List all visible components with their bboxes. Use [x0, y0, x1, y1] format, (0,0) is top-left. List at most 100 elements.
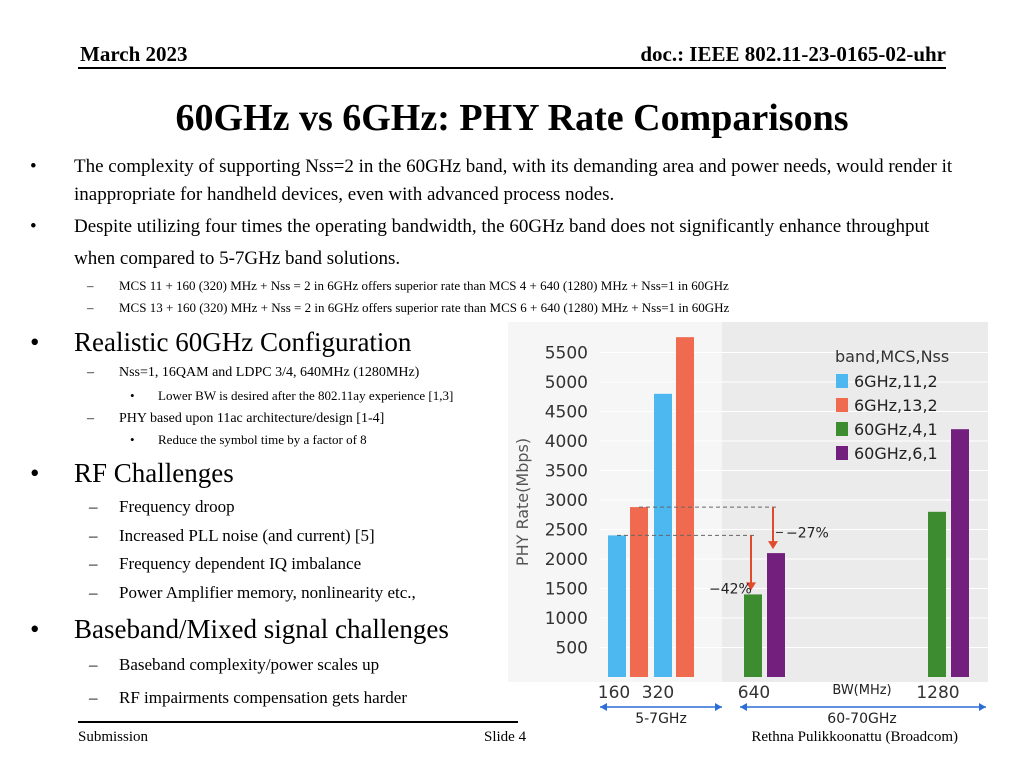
y-tick-label: 500: [556, 639, 588, 659]
dash-glyph: –: [89, 655, 98, 674]
sub-bullet-mcs13: – MCS 13 + 160 (320) MHz + Nss = 2 in 6G…: [87, 298, 899, 318]
bullet-glyph: •: [30, 458, 40, 488]
section-heading-text: Realistic 60GHz Configuration: [74, 327, 412, 357]
x-tick-label: 640: [738, 683, 770, 703]
group-label-5-7ghz: 5-7GHz: [635, 711, 687, 727]
x-tick-label: 1280: [916, 683, 959, 703]
item-text: Frequency droop: [119, 497, 235, 516]
legend-entry: 60GHz,6,1: [854, 444, 938, 463]
bullet-bandwidth-throughput: • Despite utilizing four times the opera…: [30, 211, 954, 275]
bullet-glyph: •: [30, 156, 37, 177]
dash-glyph: –: [89, 554, 98, 573]
y-tick-label: 5500: [545, 344, 588, 364]
realistic-item-2: – PHY based upon 11ac architecture/desig…: [87, 409, 899, 429]
y-tick-label: 4500: [545, 403, 588, 423]
legend-title: band,MCS,Nss: [835, 347, 949, 366]
bullet-glyph: •: [130, 388, 135, 403]
y-tick-label: 1000: [545, 609, 588, 629]
dash-glyph: –: [87, 365, 94, 380]
baseband-item: – RF impairments compensation gets harde…: [89, 686, 407, 710]
item-text: Power Amplifier memory, nonlinearity etc…: [119, 583, 416, 602]
footer-submission: Submission: [78, 729, 149, 745]
item-text: Lower BW is desired after the 802.11ay e…: [158, 388, 454, 403]
y-axis-label: PHY Rate(Mbps): [513, 438, 532, 566]
dash-glyph: –: [87, 411, 94, 426]
rf-item: – Frequency dependent IQ imbalance: [89, 552, 362, 576]
header-rule: [78, 67, 946, 69]
section-heading-text: Baseband/Mixed signal challenges: [74, 614, 449, 644]
baseband-item: – Baseband complexity/power scales up: [89, 653, 380, 677]
x-axis-label: BW(MHz): [832, 683, 891, 698]
sub-bullet-mcs11: – MCS 11 + 160 (320) MHz + Nss = 2 in 6G…: [87, 276, 899, 296]
dash-glyph: –: [87, 300, 94, 315]
section-rf-heading: • RF Challenges: [30, 456, 234, 490]
dash-glyph: –: [89, 688, 98, 707]
realistic-item-1: – Nss=1, 16QAM and LDPC 3/4, 640MHz (128…: [87, 363, 899, 383]
legend-entry: 60GHz,4,1: [854, 420, 938, 439]
item-text: PHY based upon 11ac architecture/design …: [119, 411, 385, 426]
bar: [767, 553, 785, 677]
annotation-minus-27: −27%: [786, 525, 829, 541]
item-text: Baseband complexity/power scales up: [119, 655, 380, 674]
legend-swatch: [836, 398, 848, 412]
legend-entry: 6GHz,11,2: [854, 372, 938, 391]
item-text: Frequency dependent IQ imbalance: [119, 554, 362, 573]
dash-glyph: –: [89, 526, 98, 545]
bullet-glyph: •: [30, 614, 40, 644]
dash-glyph: –: [89, 497, 98, 516]
bar: [951, 429, 969, 677]
legend-swatch: [836, 374, 848, 388]
realistic-item-1-sub: • Lower BW is desired after the 802.11ay…: [130, 387, 454, 405]
bracket-arrow-right: [979, 703, 986, 711]
x-tick-label: 160: [598, 683, 630, 703]
y-tick-label: 3000: [545, 491, 588, 511]
phy-rate-chart: 500 1000 1500 2000 2500 3000 3500 4000 4500 5000 5…: [508, 322, 992, 730]
footer-rule: [78, 721, 518, 723]
annotation-minus-42: −42%: [709, 582, 752, 598]
item-text: Increased PLL noise (and current) [5]: [119, 526, 375, 545]
header-date: March 2023: [80, 42, 188, 66]
item-text: RF impairments compensation gets harder: [119, 688, 407, 707]
sub-bullet-text: MCS 11 + 160 (320) MHz + Nss = 2 in 6GHz…: [119, 278, 729, 293]
bar: [630, 507, 648, 677]
bullet-text: The complexity of supporting Nss=2 in th…: [74, 156, 953, 205]
item-text: Reduce the symbol time by a factor of 8: [158, 432, 367, 447]
realistic-item-2-sub: • Reduce the symbol time by a factor of …: [130, 431, 367, 449]
section-baseband-heading: • Baseband/Mixed signal challenges: [30, 612, 449, 646]
group-label-60-70ghz: 60-70GHz: [827, 711, 896, 727]
sub-bullet-text: MCS 13 + 160 (320) MHz + Nss = 2 in 6GHz…: [119, 300, 730, 315]
slide-title: 60GHz vs 6GHz: PHY Rate Comparisons: [175, 97, 849, 139]
reduction-arrow-head: [746, 582, 756, 591]
x-tick-label: 320: [642, 683, 674, 703]
legend-swatch: [836, 422, 848, 436]
bracket-arrow-left: [740, 703, 747, 711]
dash-glyph: –: [87, 278, 94, 293]
phy-rate-chart-svg: 500 1000 1500 2000 2500 3000 3500 4000 4500 5000 5…: [508, 322, 988, 727]
dash-glyph: –: [89, 583, 98, 602]
rf-item: – Power Amplifier memory, nonlinearity e…: [89, 581, 416, 605]
y-tick-label: 4000: [545, 432, 588, 452]
y-tick-label: 2000: [545, 550, 588, 570]
y-tick-label: 3500: [545, 462, 588, 482]
bullet-nss-complexity: • The complexity of supporting Nss=2 in …: [30, 153, 954, 209]
section-heading-text: RF Challenges: [74, 458, 234, 488]
y-tick-label: 2500: [545, 521, 588, 541]
bar: [928, 511, 946, 677]
y-tick-label: 1500: [545, 580, 588, 600]
footer-author: Rethna Pulikkoonattu (Broadcom): [751, 729, 958, 745]
bar: [608, 535, 626, 677]
rf-item: – Increased PLL noise (and current) [5]: [89, 524, 375, 548]
bullet-glyph: •: [30, 216, 37, 237]
item-text: Nss=1, 16QAM and LDPC 3/4, 640MHz (1280M…: [119, 365, 420, 380]
bracket-arrow-left: [600, 703, 607, 711]
section-realistic-heading: • Realistic 60GHz Configuration: [30, 325, 412, 359]
bullet-glyph: •: [30, 327, 40, 357]
reduction-arrow-head: [768, 541, 778, 550]
y-tick-label: 5000: [545, 373, 588, 393]
header-doc-id: doc.: IEEE 802.11-23-0165-02-uhr: [640, 42, 946, 66]
legend-entry: 6GHz,13,2: [854, 396, 938, 415]
bullet-text: Despite utilizing four times the operati…: [74, 216, 930, 269]
bullet-glyph: •: [130, 432, 135, 447]
bar: [744, 594, 762, 677]
bracket-arrow-right: [715, 703, 722, 711]
